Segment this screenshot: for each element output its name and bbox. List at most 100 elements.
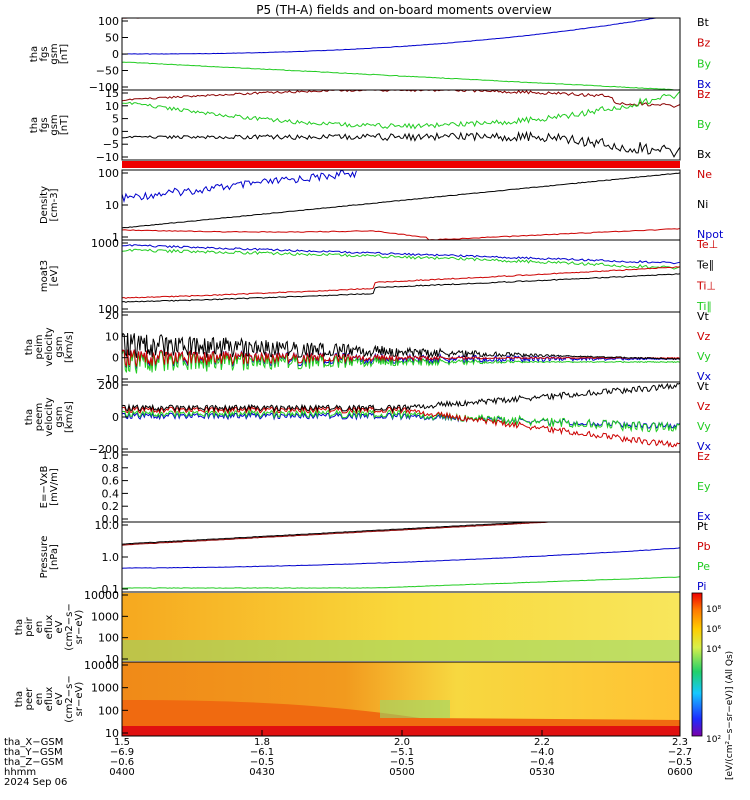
- xtick-label-1-2: −0.5: [250, 757, 274, 768]
- legend-density-0: Ne: [697, 168, 712, 181]
- mode-bar: [122, 161, 680, 168]
- peir-lowenergy-band: [122, 640, 680, 661]
- legend-temp-1: Te∥: [696, 259, 714, 272]
- xtick-label-4-0: 2.3: [672, 737, 688, 748]
- ytick-label-fgs-zoom-3: 0: [112, 125, 119, 138]
- ytick-label-temp-1: 100: [98, 303, 119, 316]
- legend-eVel-3: Vx: [697, 370, 712, 383]
- panel-frame-peer: [121, 661, 681, 737]
- legend-eVel-1: Vz: [697, 330, 711, 343]
- temp-ti-par-line: [121, 248, 681, 270]
- ylabel-iVel-3: gsm: [54, 406, 65, 427]
- ylabel-eVel-2: velocity: [44, 327, 55, 366]
- legend-eVel-0: Vt: [697, 310, 710, 323]
- ivel-vy-line: [121, 408, 681, 433]
- ylabel-fgs-zoom-1: fgs: [39, 117, 50, 132]
- xtick-label-2-3: 0500: [389, 767, 414, 778]
- ylabel-iVel-4: [km/s]: [64, 401, 75, 433]
- ytick-label-peir-1: 1000: [91, 610, 119, 623]
- ytick-label-fgs-zoom-1: 10: [105, 100, 119, 113]
- ytick-label-eVel-0: 20: [105, 309, 119, 322]
- legend-fgs-3: Bx: [697, 78, 712, 91]
- xtick-label-3-3: 0530: [529, 767, 554, 778]
- ylabel-density-0: Density: [39, 186, 50, 224]
- ylabel-eVel-0: tha: [24, 339, 35, 355]
- ytick-label-density-0: 100: [98, 167, 119, 180]
- legend-fgs-zoom-2: Bx: [697, 148, 712, 161]
- temp-te-par-line: [121, 244, 681, 265]
- panel-frame-temp: [121, 239, 681, 313]
- legend-fgs-zoom-1: By: [697, 118, 712, 131]
- ytick-label-eVel-2: 0: [112, 352, 119, 365]
- ytick-label-iVel-2: −200: [89, 443, 119, 456]
- ylabel-temp-0: moat3: [39, 260, 50, 292]
- ytick-label-fgs-zoom-2: 5: [112, 113, 119, 126]
- ylabel-peer-3: eflux: [44, 687, 55, 712]
- xtick-label-0-3: 0400: [109, 767, 134, 778]
- density-ni-line: [121, 172, 681, 229]
- ytick-label-fgs-zoom-4: −5: [103, 138, 119, 151]
- colorbar-label-2: 10⁶: [706, 625, 721, 635]
- ylabel-fgs-3: [nT]: [59, 44, 70, 64]
- ylabel-peir-1: peir: [24, 616, 35, 636]
- ytick-label-fgs-2: 0: [112, 48, 119, 61]
- legend-temp-2: Ti⊥: [696, 279, 716, 292]
- peer-bottom-band: [122, 726, 680, 736]
- colorbar-label-3: 10⁴: [706, 645, 721, 655]
- legend-efield-2: Ex: [697, 510, 711, 523]
- fgs-zoom-by-line: [122, 90, 681, 130]
- pressure-pi-line: [121, 547, 681, 569]
- ylabel-iVel-0: tha: [24, 409, 35, 425]
- ylabel-peer-6: sr−eV): [74, 682, 85, 717]
- colorbar-label-4: 10²: [706, 735, 721, 745]
- ylabel-pressure-1: [nPa]: [49, 544, 60, 570]
- legend-iVel-1: Vz: [697, 400, 711, 413]
- ylabel-fgs-1: fgs: [39, 46, 50, 61]
- ylabel-iVel-1: peem: [34, 403, 45, 431]
- ytick-label-fgs-3: −50: [96, 65, 119, 78]
- ylabel-peir-3: eflux: [44, 615, 55, 640]
- fgs-zoom-bx-line: [121, 130, 681, 158]
- ytick-label-iVel-0: 200: [98, 379, 119, 392]
- ylabel-fgs-0: tha: [29, 46, 40, 62]
- xtick-label-3-1: −4.0: [530, 747, 554, 758]
- ylabel-peir-6: sr−eV): [74, 610, 85, 645]
- ylabel-fgs-zoom-3: [nT]: [59, 115, 70, 135]
- evel-vz-line: [121, 349, 681, 368]
- legend-pressure-1: Pb: [697, 540, 711, 553]
- ylabel-peer-1: peer: [24, 687, 35, 711]
- panel-frame-fgs-zoom: [121, 89, 681, 161]
- pressure-pb-line: [121, 521, 680, 546]
- xtick-label-1-1: −6.1: [250, 747, 274, 758]
- ytick-label-efield-2: 0.6: [102, 475, 120, 488]
- ylabel-peir-0: tha: [14, 619, 25, 635]
- ytick-label-efield-1: 0.8: [102, 462, 120, 475]
- ytick-label-fgs-4: −100: [89, 81, 119, 94]
- pressure-pe-line: [121, 576, 681, 589]
- legend-temp-0: Te⊥: [696, 238, 718, 251]
- legend-fgs-zoom-0: Bz: [697, 88, 711, 101]
- legend-iVel-2: Vy: [697, 420, 711, 433]
- ylabel-eVel-1: peim: [34, 334, 45, 359]
- xtick-label-1-3: 0430: [249, 767, 274, 778]
- ivel-vt-line: [121, 382, 681, 413]
- ylabel-pressure-0: Pressure: [39, 536, 50, 579]
- xtick-label-0-0: 1.5: [114, 737, 130, 748]
- ylabel-fgs-zoom-2: gsm: [49, 114, 60, 135]
- colorbar: [691, 592, 703, 737]
- legend-fgs-2: By: [697, 57, 712, 70]
- colorbar-label-1: 10⁸: [706, 605, 721, 615]
- fgs-zoom-bz-line: [121, 89, 681, 108]
- xrow-label-3: hhmm: [4, 767, 36, 778]
- fgs-by-line: [121, 61, 681, 91]
- density-npot-line: [121, 169, 357, 204]
- evel-vy-line: [121, 350, 681, 374]
- legend-fgs-1: Bz: [697, 37, 711, 50]
- ylabel-fgs-2: gsm: [49, 43, 60, 64]
- ylabel-eVel-4: [km/s]: [64, 331, 75, 363]
- ytick-label-fgs-1: 50: [105, 32, 119, 45]
- fgs-bx-line: [121, 17, 680, 55]
- peer-transition-band: [380, 700, 450, 718]
- legend-pressure-0: Pt: [697, 520, 709, 533]
